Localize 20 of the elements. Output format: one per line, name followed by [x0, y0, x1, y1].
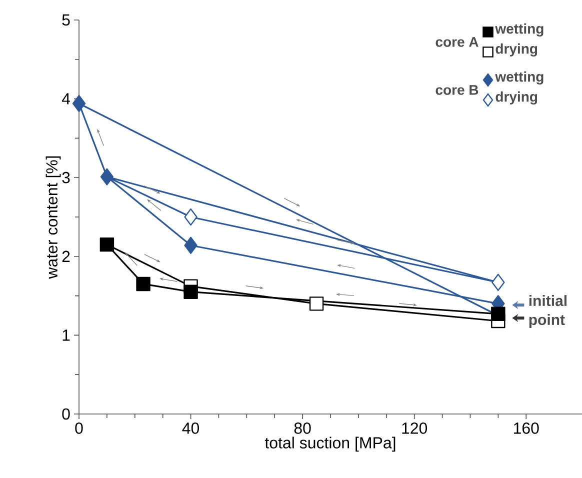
- x-tick-label: 40: [182, 422, 200, 434]
- y-axis-title: water content [%]: [46, 156, 61, 279]
- legend-label: wetting: [495, 23, 544, 37]
- legend-label: drying: [496, 91, 538, 105]
- legend-label: drying: [496, 43, 538, 57]
- annotation: initial point: [529, 295, 566, 328]
- x-tick-label: 80: [294, 422, 311, 434]
- y-tick-label: 2: [62, 250, 70, 262]
- x-axis-title: total suction [MPa]: [264, 436, 396, 452]
- x-tick-label: 160: [514, 422, 539, 434]
- y-tick-label: 1: [62, 330, 70, 341]
- x-tick-label: 0: [75, 422, 83, 434]
- y-tick-label: 5: [62, 14, 70, 26]
- y-tick-label: 0: [62, 408, 70, 420]
- annotation: core A: [436, 37, 478, 47]
- annotation: core B: [436, 85, 478, 95]
- y-tick-label: 3: [62, 172, 70, 184]
- legend-label: wetting: [495, 71, 544, 85]
- y-tick-label: 4: [62, 93, 70, 104]
- x-tick-label: 120: [402, 422, 428, 434]
